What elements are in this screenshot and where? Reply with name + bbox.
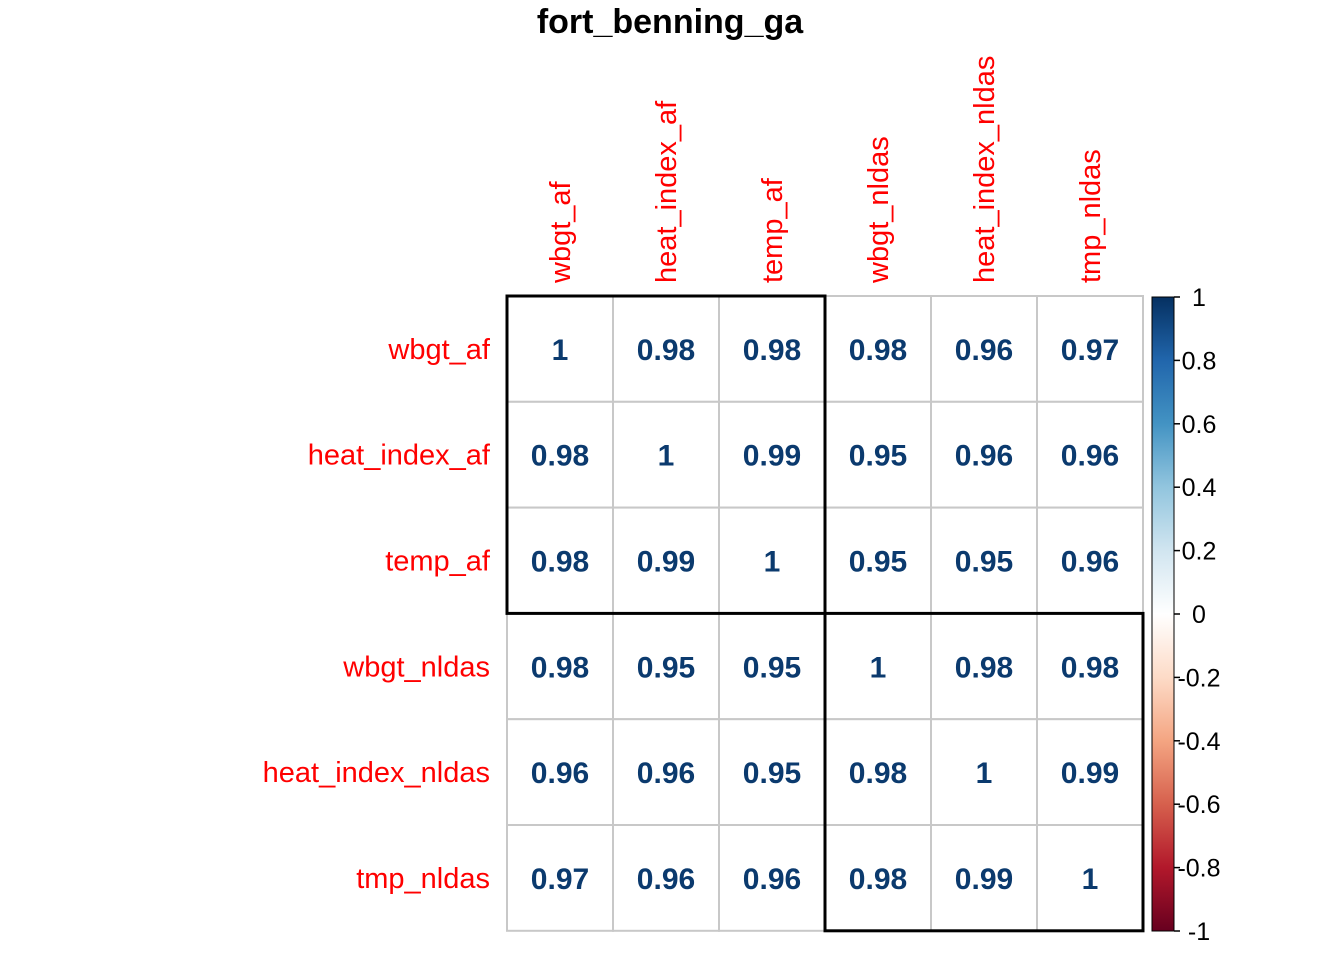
cell-value-label: 0.95 <box>637 651 695 684</box>
cell-value-label: 0.95 <box>955 546 1013 579</box>
heatmap-cell <box>930 718 1038 827</box>
cluster-boxes <box>505 294 1145 933</box>
heatmap-cell <box>718 612 826 721</box>
cell-value-label: 0.98 <box>637 334 695 367</box>
row-label: temp_af <box>385 546 491 578</box>
heatmap-cell <box>612 612 720 721</box>
heatmap-cell <box>506 824 614 932</box>
heatmap-cell <box>612 400 720 509</box>
heatmap-cell <box>824 718 932 827</box>
heatmap-cell <box>506 295 614 403</box>
colorbar-ticks: 1 0.8 0.6 0.4 0.2 0 -0.2 -0.4 -0.6 -0.8 -1 <box>1174 284 1221 946</box>
heatmap-cells <box>506 295 1144 932</box>
cell-value-label: 0.99 <box>637 546 695 579</box>
chart-title: fort_benning_ga <box>537 3 804 41</box>
cell-value-label: 1 <box>976 757 993 790</box>
colorbar-tick-label: 0.2 <box>1182 538 1217 566</box>
cell-value-label: 0.98 <box>1061 651 1119 684</box>
cell-value-label: 1 <box>764 546 781 579</box>
heatmap-cell <box>930 612 1038 721</box>
cell-value-label: 0.98 <box>849 863 907 896</box>
colorbar-tick-label: 0.4 <box>1182 474 1217 502</box>
colorbar <box>1151 296 1175 932</box>
row-label: heat_index_nldas <box>263 757 490 789</box>
column-label: temp_af <box>757 177 789 283</box>
cell-value-label: 0.99 <box>1061 757 1119 790</box>
cell-value-label: 0.96 <box>1061 440 1119 473</box>
cluster-box <box>505 294 827 615</box>
cell-value-label: 0.96 <box>637 757 695 790</box>
cell-value-label: 0.98 <box>849 757 907 790</box>
row-label: wbgt_af <box>387 334 491 366</box>
cell-value-label: 0.96 <box>743 863 801 896</box>
heatmap-cell <box>506 612 614 721</box>
heatmap-cell <box>1036 295 1144 403</box>
column-label: heat_index_af <box>651 100 683 283</box>
cell-value-label: 0.96 <box>531 757 589 790</box>
colorbar-gradient <box>1151 296 1175 932</box>
colorbar-tick-label: -1 <box>1188 918 1210 946</box>
cell-value-label: 0.97 <box>1061 334 1119 367</box>
colorbar-tick-label: -0.8 <box>1177 855 1220 883</box>
colorbar-tick-label: 0.8 <box>1182 347 1217 375</box>
cell-value-label: 0.97 <box>531 863 589 896</box>
cell-value-label: 0.98 <box>743 334 801 367</box>
colorbar-tick-label: -0.4 <box>1177 728 1220 756</box>
row-labels: wbgt_af heat_index_af temp_af wbgt_nldashea… <box>263 334 491 895</box>
heatmap-cell <box>718 718 826 827</box>
colorbar-tick-label: 0.6 <box>1182 411 1217 439</box>
colorbar-tick-label: -0.6 <box>1177 791 1220 819</box>
heatmap-cell <box>1036 400 1144 509</box>
heatmap-cell <box>612 506 720 615</box>
row-label: wbgt_nldas <box>342 651 490 683</box>
cell-value-label: 0.99 <box>743 440 801 473</box>
row-label: heat_index_af <box>308 440 491 472</box>
heatmap-cell <box>506 718 614 827</box>
cell-value-label: 1 <box>870 651 887 684</box>
cell-value-label: 0.96 <box>955 440 1013 473</box>
column-label: wbgt_af <box>545 180 577 284</box>
cell-value-label: 1 <box>658 440 675 473</box>
cell-value-label: 0.95 <box>849 440 907 473</box>
heatmap-cell <box>824 400 932 509</box>
column-label: heat_index_nldas <box>969 56 1001 283</box>
column-label: tmp_nldas <box>1075 149 1107 283</box>
cell-value-label: 0.95 <box>743 757 801 790</box>
cell-value-labels: 1 0.98 0.98 0.98 0.96 0.97 0.98 1 0.99 0.95 0.96 0.… <box>531 334 1119 896</box>
column-label: wbgt_nldas <box>863 136 895 284</box>
cell-value-label: 1 <box>1082 863 1099 896</box>
heatmap-cell <box>612 295 720 403</box>
cell-value-label: 0.98 <box>849 334 907 367</box>
column-labels: wbgt_af heat_index_af temp_af wbgt_nldas hea… <box>545 56 1107 284</box>
colorbar-tick-label: -0.2 <box>1177 664 1220 692</box>
cell-value-label: 0.98 <box>531 546 589 579</box>
colorbar-tick-label: 0 <box>1192 601 1206 629</box>
heatmap-cell <box>1036 506 1144 615</box>
heatmap-cell <box>930 506 1038 615</box>
cell-value-label: 0.98 <box>955 651 1013 684</box>
cell-value-label: 0.95 <box>743 651 801 684</box>
cluster-box <box>823 611 1145 933</box>
cell-value-label: 0.95 <box>849 546 907 579</box>
cell-value-label: 0.96 <box>955 334 1013 367</box>
cell-value-label: 1 <box>552 334 569 367</box>
cell-value-label: 0.96 <box>637 863 695 896</box>
colorbar-tick-label: 1 <box>1192 284 1206 312</box>
cell-value-label: 0.99 <box>955 863 1013 896</box>
cell-value-label: 0.98 <box>531 651 589 684</box>
cell-value-label: 0.98 <box>531 440 589 473</box>
row-label: tmp_nldas <box>356 863 490 895</box>
cell-value-label: 0.96 <box>1061 546 1119 579</box>
heatmap-cell <box>1036 824 1144 932</box>
